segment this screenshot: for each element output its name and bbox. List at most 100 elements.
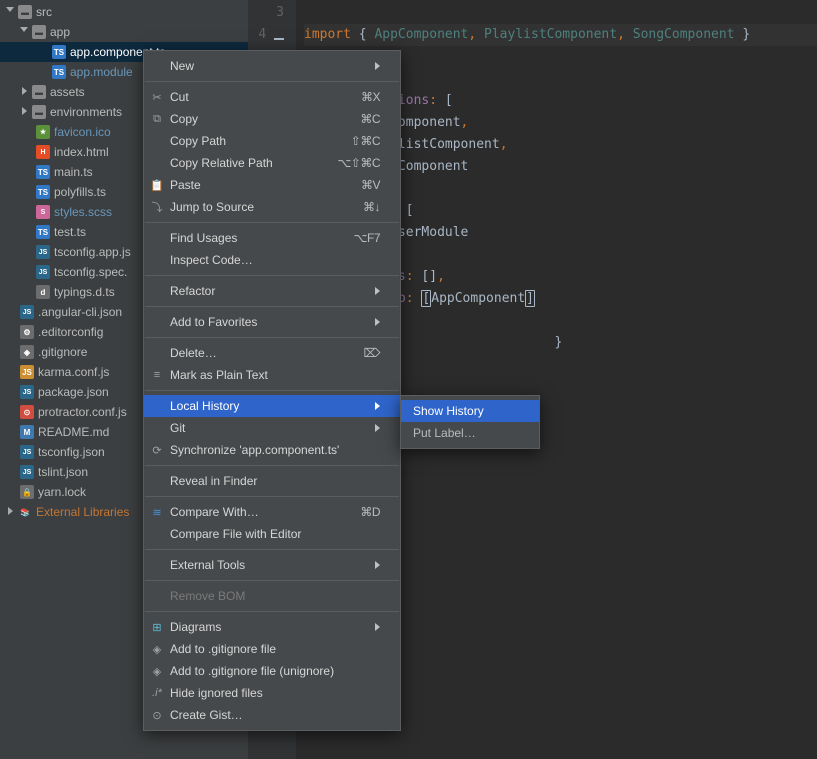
code-line (304, 2, 817, 24)
menu-refactor[interactable]: Refactor (144, 280, 400, 302)
menu-synchronize[interactable]: ⟳ Synchronize 'app.component.ts' (144, 439, 400, 461)
menu-jump-source[interactable]: ⤵ Jump to Source ⌘↓ (144, 196, 400, 218)
lock-file-icon: 🔒 (20, 485, 34, 499)
folder-icon: ▬ (32, 85, 46, 99)
json-file-icon: JS (20, 465, 34, 479)
menu-copy-path[interactable]: Copy Path ⇧⌘C (144, 130, 400, 152)
shortcut: ⌘C (360, 112, 380, 126)
ts-file-icon: TS (36, 225, 50, 239)
copy-icon: ⧉ (150, 112, 164, 126)
ts-file-icon: TS (52, 65, 66, 79)
submenu-show-history[interactable]: Show History (401, 400, 539, 422)
menu-new[interactable]: New (144, 55, 400, 77)
tree-label: assets (50, 85, 85, 99)
menu-reveal-finder[interactable]: Reveal in Finder (144, 470, 400, 492)
shortcut: ⌘↓ (363, 200, 380, 214)
tree-label: index.html (54, 145, 109, 159)
tree-label: styles.scss (54, 205, 112, 219)
gutter-line: 4 (248, 24, 284, 46)
menu-git[interactable]: Git (144, 417, 400, 439)
tree-folder-app[interactable]: ▬ app (0, 22, 248, 42)
chevron-right-icon (375, 424, 380, 432)
menu-copy-rel-path[interactable]: Copy Relative Path ⌥⇧⌘C (144, 152, 400, 174)
tree-label: environments (50, 105, 122, 119)
menu-separator (145, 465, 399, 466)
menu-paste[interactable]: 📋 Paste ⌘V (144, 174, 400, 196)
menu-separator (145, 222, 399, 223)
json-file-icon: JS (20, 445, 34, 459)
menu-mark-plain[interactable]: ≡ Mark as Plain Text (144, 364, 400, 386)
library-icon: 📚 (18, 505, 32, 519)
menu-separator (145, 580, 399, 581)
menu-separator (145, 496, 399, 497)
tree-label: tsconfig.json (38, 445, 105, 459)
menu-label: Find Usages (170, 231, 237, 245)
tree-label: tslint.json (38, 465, 88, 479)
tree-folder-src[interactable]: ▬ src (0, 2, 248, 22)
json-file-icon: JS (20, 385, 34, 399)
code-line: import { AppComponent, PlaylistComponent… (304, 24, 817, 46)
menu-label: Hide ignored files (170, 686, 263, 700)
clipboard-icon: 📋 (150, 178, 164, 192)
arrow-right-icon (20, 87, 30, 97)
menu-cut[interactable]: ✂ Cut ⌘X (144, 86, 400, 108)
menu-label: Synchronize 'app.component.ts' (170, 443, 339, 457)
menu-remove-bom: Remove BOM (144, 585, 400, 607)
menu-label: New (170, 59, 194, 73)
menu-delete[interactable]: Delete… ⌦ (144, 342, 400, 364)
tree-label: .editorconfig (38, 325, 103, 339)
tree-label: src (36, 5, 52, 19)
arrow-right-icon (6, 507, 16, 517)
menu-label: Compare File with Editor (170, 527, 301, 541)
menu-compare-with[interactable]: ≋ Compare With… ⌘D (144, 501, 400, 523)
chevron-right-icon (375, 318, 380, 326)
shortcut: ⌘X (361, 90, 380, 104)
js-file-icon: JS (20, 365, 34, 379)
scissors-icon: ✂ (150, 90, 164, 104)
menu-inspect-code[interactable]: Inspect Code… (144, 249, 400, 271)
menu-label: Compare With… (170, 505, 259, 519)
menu-label: Copy Relative Path (170, 156, 273, 170)
tree-label: .angular-cli.json (38, 305, 122, 319)
menu-create-gist[interactable]: ⊙ Create Gist… (144, 704, 400, 726)
menu-external-tools[interactable]: External Tools (144, 554, 400, 576)
chevron-right-icon (375, 402, 380, 410)
menu-diagrams[interactable]: ⊞ Diagrams (144, 616, 400, 638)
html-file-icon: H (36, 145, 50, 159)
menu-local-history[interactable]: Local History (144, 395, 400, 417)
menu-copy[interactable]: ⧉ Copy ⌘C (144, 108, 400, 130)
tree-label: package.json (38, 385, 109, 399)
diff-icon: ≋ (150, 505, 164, 519)
menu-add-gitignore-unignore[interactable]: ◈ Add to .gitignore file (unignore) (144, 660, 400, 682)
json-file-icon: JS (36, 265, 50, 279)
json-file-icon: JS (20, 305, 34, 319)
menu-label: Create Gist… (170, 708, 243, 722)
arrow-right-icon (20, 107, 30, 117)
github-icon: ⊙ (150, 708, 164, 722)
text-icon: ≡ (150, 368, 164, 382)
ignore-toggle-icon: .i* (150, 686, 164, 700)
shortcut: ⇧⌘C (351, 134, 380, 148)
tree-label: tsconfig.app.js (54, 245, 131, 259)
dts-file-icon: d (36, 285, 50, 299)
local-history-submenu: Show History Put Label… (400, 395, 540, 449)
gitignore-file-icon: ◈ (20, 345, 34, 359)
menu-find-usages[interactable]: Find Usages ⌥F7 (144, 227, 400, 249)
menu-hide-ignored[interactable]: .i* Hide ignored files (144, 682, 400, 704)
menu-label: Remove BOM (170, 589, 245, 603)
menu-separator (145, 390, 399, 391)
menu-compare-editor[interactable]: Compare File with Editor (144, 523, 400, 545)
menu-label: Git (170, 421, 185, 435)
tree-label: karma.conf.js (38, 365, 109, 379)
ts-file-icon: TS (36, 165, 50, 179)
menu-add-gitignore[interactable]: ◈ Add to .gitignore file (144, 638, 400, 660)
submenu-put-label[interactable]: Put Label… (401, 422, 539, 444)
gitignore-icon: ◈ (150, 664, 164, 678)
scss-file-icon: S (36, 205, 50, 219)
gutter-line: 3 (248, 2, 284, 24)
menu-separator (145, 81, 399, 82)
menu-label: Put Label… (413, 426, 476, 440)
tree-label: yarn.lock (38, 485, 86, 499)
menu-add-favorites[interactable]: Add to Favorites (144, 311, 400, 333)
menu-label: Add to .gitignore file (unignore) (170, 664, 334, 678)
